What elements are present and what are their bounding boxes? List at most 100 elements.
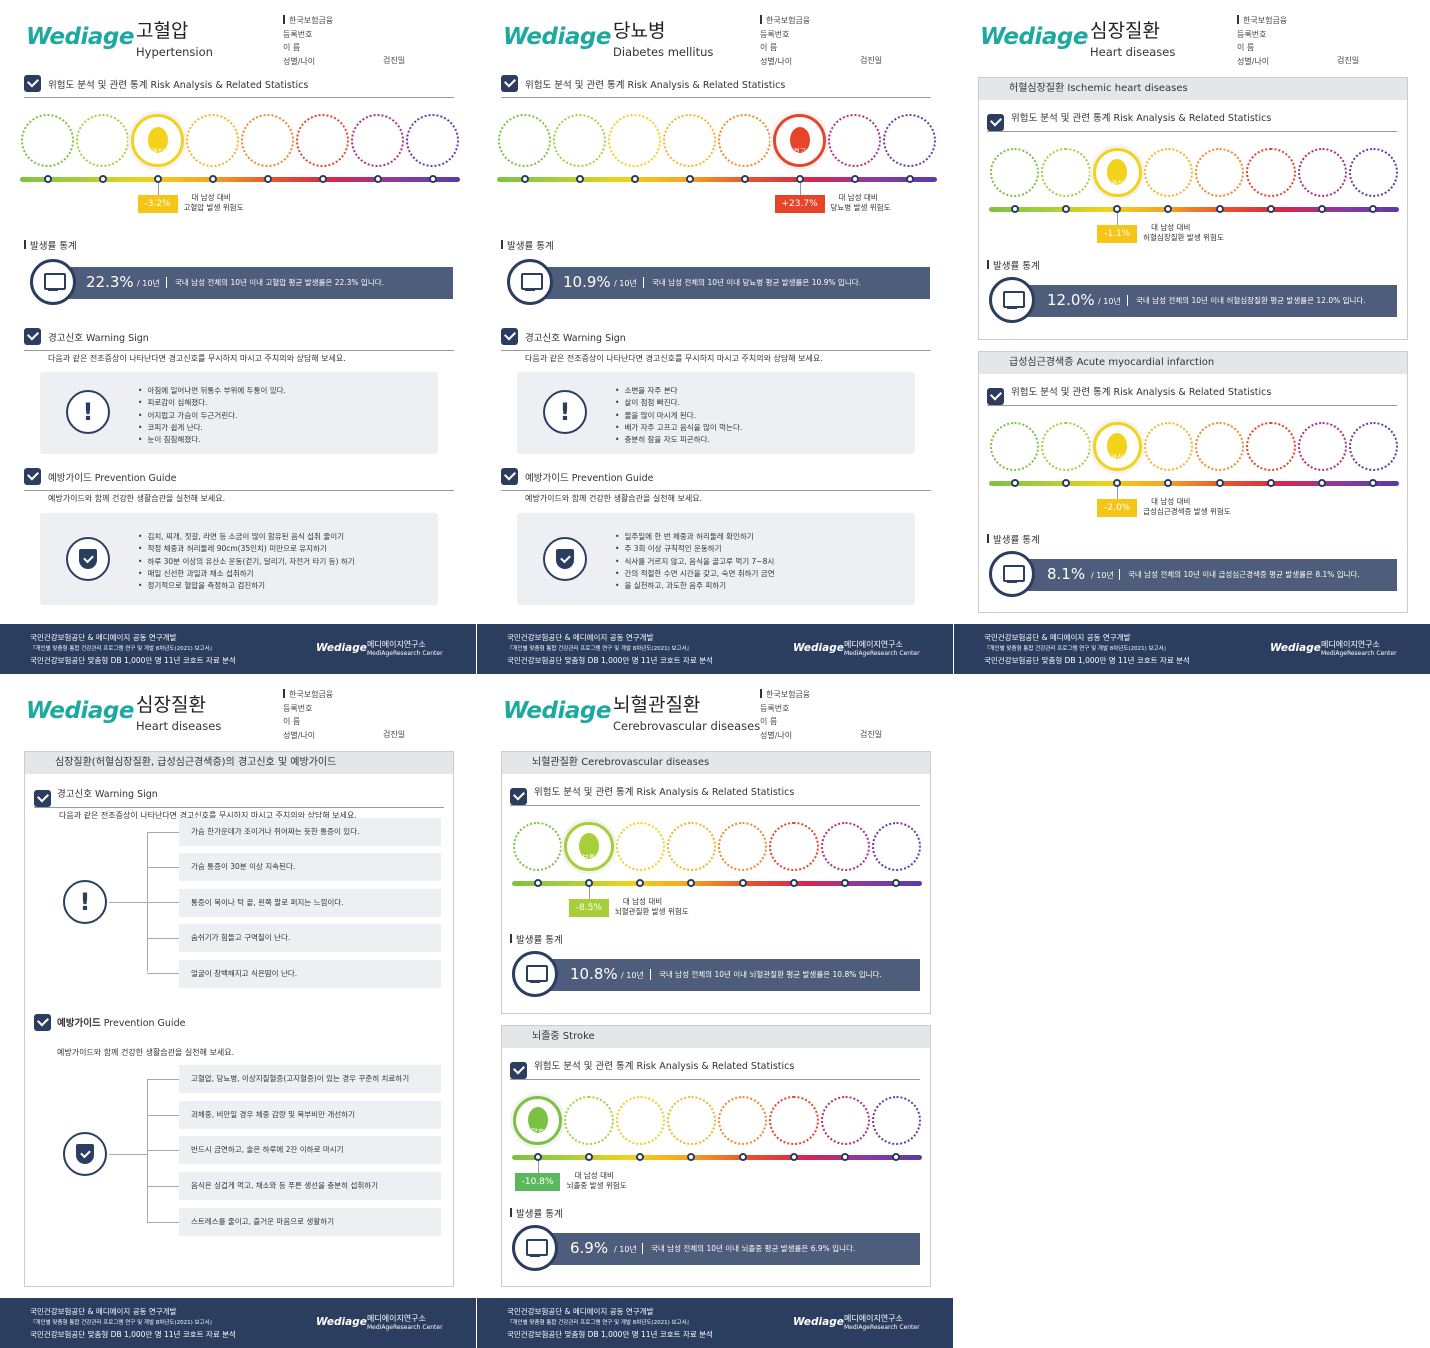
prevention-section-title: 예방가이드 Prevention Guide	[57, 1018, 186, 1029]
risk-level-circle	[1195, 422, 1245, 472]
risk-track	[512, 1155, 922, 1161]
check-icon	[24, 328, 41, 345]
list-item: 식사를 거르지 않고, 음식을 골고루 먹기 7~8시	[615, 556, 775, 568]
monitor-chart-icon	[30, 259, 76, 305]
patient-info: 한국보험금융 등록번호 이 름 성별/나이	[760, 14, 810, 68]
shield-check-icon	[66, 537, 110, 581]
page-subtitle: Heart diseases	[1090, 45, 1176, 59]
risk-pointer	[1117, 213, 1119, 226]
center-name: 메디에이지연구소	[844, 1314, 903, 1323]
gender-age-label: 성별/나이	[283, 56, 316, 66]
risk-level-dot	[1010, 479, 1019, 488]
logo: Wediage	[503, 698, 611, 724]
reg-no-label: 등록번호	[283, 703, 313, 713]
risk-level-dot	[738, 1153, 747, 1162]
siren-icon	[789, 126, 810, 153]
divider	[501, 350, 931, 351]
divider	[987, 131, 1397, 132]
stat-desc: 국내 남성 전체의 10년 이내 급성심근경색증 평균 발생률은 8.1% 입니…	[1119, 569, 1360, 580]
footer-logo: Wediage	[1270, 642, 1321, 654]
insurer-label: 한국보험금융	[766, 16, 811, 25]
list-item: 정기적으로 혈압을 측정하고 검진하기	[138, 580, 355, 592]
reg-no-label: 등록번호	[760, 29, 790, 39]
risk-level-dot	[533, 879, 542, 888]
list-item: 매일 신선한 과일과 채소 섭취하기	[138, 568, 355, 580]
patient-info: 한국보험금융 등록번호 이 름 성별/나이	[1237, 14, 1287, 68]
risk-level-circle	[990, 422, 1040, 472]
risk-badge-desc: 대 남성 대비 당뇨병 발생 위험도	[830, 193, 891, 212]
connector	[147, 973, 179, 974]
risk-level-circle	[663, 114, 716, 167]
stat-period: / 10년	[621, 971, 644, 980]
insurer-label: 한국보험금융	[1243, 16, 1288, 25]
patient-info: 한국보험금융 등록번호 이 름 성별/나이	[283, 688, 333, 742]
stat-period: / 10년	[614, 279, 637, 288]
name-label: 이 름	[760, 43, 778, 52]
risk-track	[497, 177, 937, 182]
risk-section-title: 위험도 분석 및 관련 통계 Risk Analysis & Related S…	[1011, 113, 1272, 124]
risk-level-label: 관심	[1110, 452, 1125, 462]
risk-level-circle	[21, 114, 74, 167]
risk-level-circle: 관심	[1092, 422, 1142, 472]
risk-level-circle	[1348, 422, 1398, 472]
risk-level-circle	[76, 114, 129, 167]
gender-age-label: 성별/나이	[1237, 56, 1270, 66]
risk-level-dot	[1113, 479, 1122, 488]
risk-level-circle	[351, 114, 404, 167]
risk-level-dot	[1164, 479, 1173, 488]
prevention-intro: 예방가이드와 함께 건강한 생활습관을 실천해 보세요.	[525, 494, 703, 503]
gender-age-label: 성별/나이	[760, 56, 793, 66]
risk-level-dot	[43, 175, 52, 183]
risk-level-dot	[208, 175, 217, 183]
panel-header: Wediage 당뇨병 Diabetes mellitus 한국보험금융 등록번…	[477, 0, 953, 76]
risk-section-title: 위험도 분석 및 관련 통계 Risk Analysis & Related S…	[48, 80, 309, 91]
risk-level-dot	[687, 879, 696, 888]
center-name: 메디에이지연구소	[367, 640, 426, 649]
heart-guide-card: 심장질환(허혈심장질환, 급성심근경색증)의 경고신호 및 예방가이드 경고신호…	[24, 751, 454, 1287]
footer: 국민건강보험공단 & 메디에이지 공동 연구개발 『개인별 맞춤형 통합 건강관…	[477, 1298, 953, 1348]
exclamation-icon: !	[66, 390, 110, 434]
risk-badge: -1.1%	[1097, 225, 1138, 244]
risk-level-dot	[575, 175, 584, 183]
warning-section-title: 경고신호 Warning Sign	[525, 333, 626, 344]
panel-cerebrovascular: Wediage 뇌혈관질환 Cerebrovascular diseases 한…	[477, 674, 953, 1348]
connector	[147, 938, 179, 939]
footer-line3: 국민건강보험공단 맞춤형 DB 1,000만 명 11년 코호트 자료 분석	[984, 656, 1190, 665]
risk-level-circle	[296, 114, 349, 167]
list-item: 코피가 쉽게 난다.	[138, 422, 286, 434]
page-title: 당뇨병	[613, 20, 666, 42]
stat-period: / 10년	[137, 279, 160, 288]
connector	[147, 1150, 179, 1151]
footer: 국민건강보험공단 & 메디에이지 공동 연구개발 『개인별 맞춤형 통합 건강관…	[954, 624, 1430, 674]
stat-bar: 10.8% / 10년 국내 남성 전체의 10년 이내 뇌혈관질환 평균 발생…	[524, 959, 920, 991]
warning-box: ! 소변을 자주 본다 살이 점점 빠진다. 물을 많이 마시게 된다. 배가 …	[517, 372, 915, 454]
panel-heart-stats: Wediage 심장질환 Heart diseases 한국보험금융 등록번호 …	[954, 0, 1430, 674]
risk-level-dot	[841, 879, 850, 888]
risk-level-dot	[789, 879, 798, 888]
footer-logo: Wediage	[316, 1316, 367, 1328]
risk-level-circle	[1246, 148, 1296, 198]
check-icon	[34, 790, 51, 807]
check-icon	[34, 1014, 51, 1031]
gender-age-label: 성별/나이	[760, 730, 793, 740]
risk-level-circle	[718, 114, 771, 167]
risk-level-circle	[871, 822, 921, 872]
ischemic-card: 허혈심장질환 Ischemic heart diseases 위험도 분석 및 …	[978, 77, 1408, 340]
risk-pointer	[537, 1161, 539, 1174]
page-subtitle: Hypertension	[136, 45, 213, 59]
warning-section-title: 경고신호 Warning Sign	[57, 789, 158, 800]
risk-level-dot	[98, 175, 107, 183]
risk-level-dot	[795, 175, 804, 183]
reg-no-label: 등록번호	[283, 29, 313, 39]
insurer-label: 한국보험금융	[766, 690, 811, 699]
stat-desc: 국내 남성 전체의 10년 이내 고혈압 평균 발생률은 22.3% 입니다.	[166, 277, 384, 288]
risk-level-label: 경고	[792, 146, 807, 156]
connector	[147, 832, 179, 833]
stat-bar: 8.1% / 10년 국내 남성 전체의 10년 이내 급성심근경색증 평균 발…	[1001, 559, 1397, 591]
risk-level-circle	[615, 1096, 665, 1146]
risk-level-dot	[520, 175, 529, 183]
risk-section-title: 위험도 분석 및 관련 통계 Risk Analysis & Related S…	[534, 787, 795, 798]
logo: Wediage	[980, 24, 1088, 50]
risk-pointer	[799, 183, 801, 195]
risk-level-dot	[318, 175, 327, 183]
